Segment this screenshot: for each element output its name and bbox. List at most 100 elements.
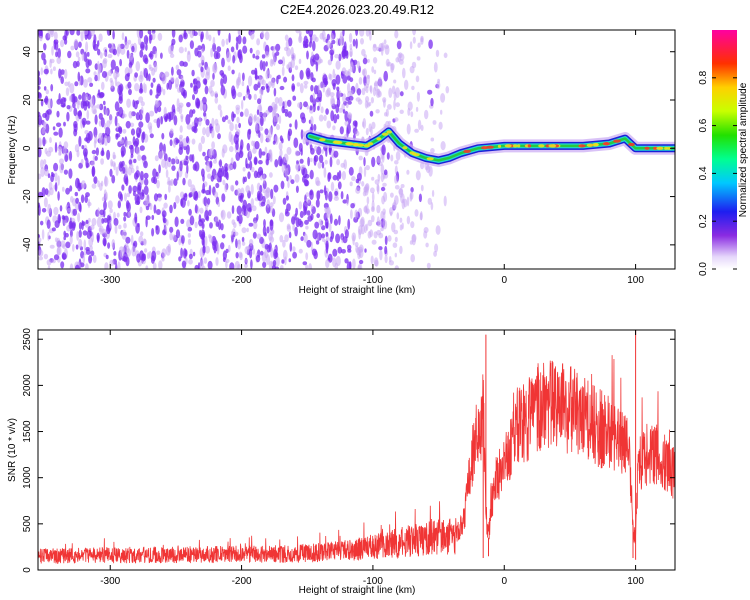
spectrogram-noise-cell [342,236,348,244]
spectrogram-noise-cell [378,246,383,251]
spectrogram-noise-cell [420,35,424,43]
spectrogram-noise-cell [278,212,285,223]
spectrogram-noise-cell [215,52,221,59]
spectrogram-noise-cell [259,116,264,127]
spectrogram-noise-cell [125,236,131,244]
spectrogram-noise-cell [258,148,262,159]
spectrogram-noise-cell [76,231,80,241]
spectrogram-noise-cell [286,175,289,182]
spectrogram-noise-cell [101,81,105,91]
spectrogram-noise-cell [212,42,217,52]
spectrogram-noise-cell [51,227,56,232]
spectrogram-noise-cell [202,245,206,254]
spectrogram-noise-cell [135,147,140,155]
spectrogram-noise-cell [273,184,279,193]
spectrogram-noise-cell [274,97,280,104]
snr-x-tick-label: 100 [627,576,644,587]
ridge-hotspot [481,146,489,150]
spectrogram-noise-cell [90,161,96,167]
spectrogram-noise-cell [205,126,211,138]
spectrogram-noise-cell [285,40,290,50]
spectrogram-noise-cell [264,232,267,237]
spectrogram-noise-cell [216,242,220,252]
spectrogram-noise-cell [98,92,104,99]
spectrogram-noise-cell [299,83,304,94]
spectrogram-noise-cell [161,73,167,85]
spectrogram-noise-cell [139,82,143,93]
ridge-hotspot [644,146,650,150]
spectrogram-noise-cell [38,76,42,86]
spectrogram-noise-cell [393,79,397,84]
spectrogram-noise-cell [209,160,213,168]
spectrogram-noise-cell [411,85,415,91]
spectrogram-noise-cell [72,198,77,207]
spectrogram-noise-cell [300,112,306,120]
spectrogram-noise-cell [347,82,351,94]
spectrogram-noise-cell [165,169,169,179]
spectrogram-noise-cell [106,120,111,128]
spectrogram-noise-cell [280,265,284,269]
spectrogram-noise-cell [341,249,346,254]
spectrogram-noise-cell [261,151,266,156]
spectrogram-noise-cell [410,221,415,229]
spectrogram-noise-cell [121,184,125,191]
spectrogram-noise-cell [182,61,188,67]
spectrogram-noise-cell [186,163,189,174]
spectrogram-noise-cell [230,134,234,146]
spectrogram-noise-cell [172,138,176,148]
colorbar-ticks: 0.0 0.2 0.4 0.6 0.8 [698,70,737,276]
spectrogram-noise-cell [52,173,55,178]
spectrogram-noise-cell [54,41,59,51]
ridge-hotspot [463,149,471,153]
spectrogram-noise-cell [212,36,216,46]
spectrogram-noise-cell [139,206,143,214]
spectrogram-noise-cell [147,122,153,130]
spectrogram-noise-cell [210,47,214,58]
spectrogram-noise-cell [138,235,144,243]
spectrogram-noise-cell [192,251,196,257]
spectrogram-noise-cell [169,204,173,214]
spectrogram-x-tick-label: 100 [627,275,644,286]
spectrogram-noise-cell [420,124,424,131]
spectrogram-noise-cell [38,237,42,243]
spectrogram-noise-cell [123,222,127,229]
spectrogram-noise-cell [135,112,140,121]
spectrogram-noise-cell [63,68,68,80]
spectrogram-noise-cell [335,255,341,267]
spectrogram-noise-cell [109,219,112,229]
spectrogram-noise-cell [323,114,327,122]
spectrogram-noise-cell [315,240,320,245]
spectrogram-noise-cell [75,177,80,189]
spectrogram-noise-cell [202,151,206,157]
spectrogram-noise-cell [43,43,47,51]
ridge-hotspot [486,145,494,149]
spectrogram-noise-cell [101,228,107,235]
spectrogram-noise-cell [316,190,321,201]
snr-y-tick-label: 1000 [22,466,33,489]
spectrogram-noise-cell [288,37,293,47]
spectrogram-noise-cell [402,67,406,79]
spectrogram-noise-cell [240,211,245,216]
spectrogram-noise-cell [298,35,303,44]
spectrogram-noise-cell [193,84,197,92]
spectrogram-noise-cell [75,244,79,250]
spectrogram-noise-cell [332,248,338,257]
spectrogram-noise-cell [149,89,153,96]
spectrogram-noise-cell [85,41,89,53]
snr-series [38,330,675,564]
spectrogram-noise-cell [143,185,149,195]
spectrogram-noise-cell [399,59,404,65]
spectrogram-noise-cell [389,211,393,217]
ridge-hotspot [653,146,658,150]
spectrogram-noise-cell [60,76,64,84]
spectrogram-noise-cell [69,83,75,94]
spectrogram-noise-cell [363,166,367,178]
spectrogram-noise-cell [250,259,253,269]
spectrogram-noise-cell [163,106,167,117]
spectrogram-noise-cell [415,75,420,83]
spectrogram-noise-cell [131,45,135,53]
spectrogram-noise-cell [344,229,349,239]
spectrogram-noise-cell [152,168,157,178]
spectrogram-noise-cell [205,245,210,254]
